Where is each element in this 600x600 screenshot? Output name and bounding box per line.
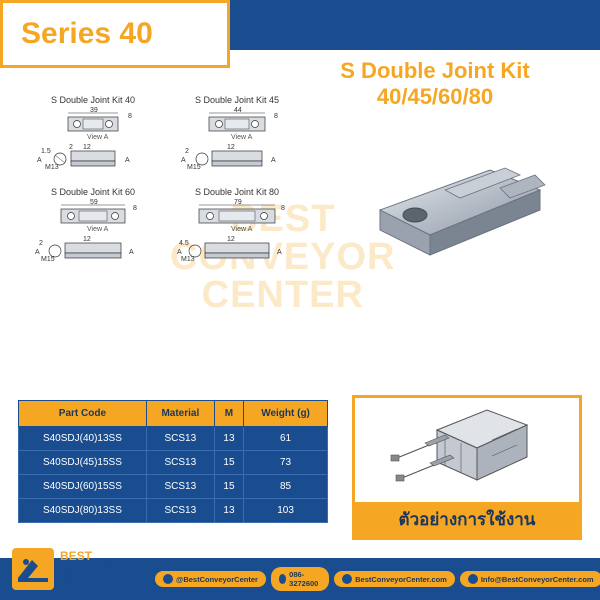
technical-diagrams-grid: S Double Joint Kit 40 39 8 View A M13 1.… bbox=[30, 95, 300, 271]
col-material: Material bbox=[146, 401, 214, 427]
svg-text:8: 8 bbox=[281, 205, 285, 212]
col-m: M bbox=[214, 401, 243, 427]
svg-text:44: 44 bbox=[234, 107, 242, 114]
diagram-40: S Double Joint Kit 40 39 8 View A M13 1.… bbox=[30, 95, 156, 179]
svg-text:12: 12 bbox=[227, 144, 235, 151]
table-row: S40SDJ(60)15SS SCS13 15 85 bbox=[19, 475, 328, 499]
contact-web: BestConveyorCenter.com bbox=[334, 571, 455, 587]
svg-text:59: 59 bbox=[90, 199, 98, 206]
svg-text:2: 2 bbox=[185, 148, 189, 155]
col-part-code: Part Code bbox=[19, 401, 147, 427]
svg-text:M15: M15 bbox=[187, 164, 201, 171]
diagram-45: S Double Joint Kit 45 44 8 View A M15 2 … bbox=[174, 95, 300, 179]
diagram-svg: 79 8 View A M13 4.5 12 A A bbox=[177, 199, 297, 271]
svg-text:M13: M13 bbox=[181, 256, 195, 263]
diagram-60: S Double Joint Kit 60 59 8 View A M15 2 … bbox=[30, 187, 156, 271]
brand-logo: BEST CONVEYOR CENTER bbox=[12, 548, 129, 590]
phone-icon bbox=[279, 574, 286, 584]
product-title: S Double Joint Kit 40/45/60/80 bbox=[290, 58, 580, 111]
svg-text:A: A bbox=[37, 157, 42, 164]
svg-text:M13: M13 bbox=[45, 164, 59, 171]
series-title: Series 40 bbox=[21, 17, 153, 51]
svg-text:A: A bbox=[177, 249, 182, 256]
table-row: S40SDJ(80)13SS SCS13 13 103 bbox=[19, 499, 328, 523]
contact-mail: Info@BestConveyorCenter.com bbox=[460, 571, 600, 587]
svg-text:View A: View A bbox=[231, 226, 253, 233]
svg-text:2: 2 bbox=[39, 240, 43, 247]
specification-table: Part Code Material M Weight (g) S40SDJ(4… bbox=[18, 400, 328, 523]
contact-social: @BestConveyorCenter bbox=[155, 571, 266, 587]
svg-text:A: A bbox=[277, 249, 282, 256]
product-title-line1: S Double Joint Kit bbox=[290, 58, 580, 84]
svg-text:12: 12 bbox=[83, 236, 91, 243]
svg-text:1.5: 1.5 bbox=[41, 148, 51, 155]
svg-text:8: 8 bbox=[128, 113, 132, 120]
table-header-row: Part Code Material M Weight (g) bbox=[19, 401, 328, 427]
diagram-label: S Double Joint Kit 45 bbox=[195, 95, 279, 105]
svg-text:12: 12 bbox=[83, 144, 91, 151]
svg-text:2: 2 bbox=[69, 144, 73, 151]
svg-text:79: 79 bbox=[234, 199, 242, 206]
svg-text:12: 12 bbox=[227, 236, 235, 243]
svg-text:View A: View A bbox=[231, 134, 253, 141]
diagram-label: S Double Joint Kit 80 bbox=[195, 187, 279, 197]
col-weight: Weight (g) bbox=[244, 401, 328, 427]
svg-text:A: A bbox=[35, 249, 40, 256]
svg-text:M15: M15 bbox=[41, 256, 55, 263]
contact-phone: 086-3272600 bbox=[271, 567, 329, 591]
diagram-label: S Double Joint Kit 40 bbox=[51, 95, 135, 105]
usage-illustration bbox=[367, 400, 567, 500]
svg-text:View A: View A bbox=[87, 226, 109, 233]
product-title-line2: 40/45/60/80 bbox=[290, 84, 580, 110]
product-render bbox=[350, 140, 560, 270]
svg-text:A: A bbox=[181, 157, 186, 164]
usage-example-box: ตัวอย่างการใช้งาน bbox=[352, 395, 582, 540]
logo-text: BEST CONVEYOR CENTER bbox=[60, 550, 129, 588]
mail-icon bbox=[468, 574, 478, 584]
svg-text:39: 39 bbox=[90, 107, 98, 114]
diagram-label: S Double Joint Kit 60 bbox=[51, 187, 135, 197]
svg-text:8: 8 bbox=[133, 205, 137, 212]
svg-text:View A: View A bbox=[87, 134, 109, 141]
svg-text:A: A bbox=[129, 249, 134, 256]
web-icon bbox=[342, 574, 352, 584]
svg-text:A: A bbox=[271, 157, 276, 164]
diagram-svg: 44 8 View A M15 2 12 A A bbox=[177, 107, 297, 179]
diagram-svg: 59 8 View A M15 2 12 A A bbox=[33, 199, 153, 271]
social-icon bbox=[163, 574, 173, 584]
svg-text:4.5: 4.5 bbox=[179, 240, 189, 247]
diagram-80: S Double Joint Kit 80 79 8 View A M13 4.… bbox=[174, 187, 300, 271]
diagram-svg: 39 8 View A M13 1.5 12 2 A A bbox=[33, 107, 153, 179]
usage-caption: ตัวอย่างการใช้งาน bbox=[355, 502, 579, 537]
logo-icon bbox=[12, 548, 54, 590]
contact-pills: @BestConveyorCenter 086-3272600 BestConv… bbox=[155, 567, 600, 591]
table-row: S40SDJ(40)13SS SCS13 13 61 bbox=[19, 427, 328, 451]
svg-text:A: A bbox=[125, 157, 130, 164]
svg-text:8: 8 bbox=[274, 113, 278, 120]
table-row: S40SDJ(45)15SS SCS13 15 73 bbox=[19, 451, 328, 475]
series-title-box: Series 40 bbox=[0, 0, 230, 68]
